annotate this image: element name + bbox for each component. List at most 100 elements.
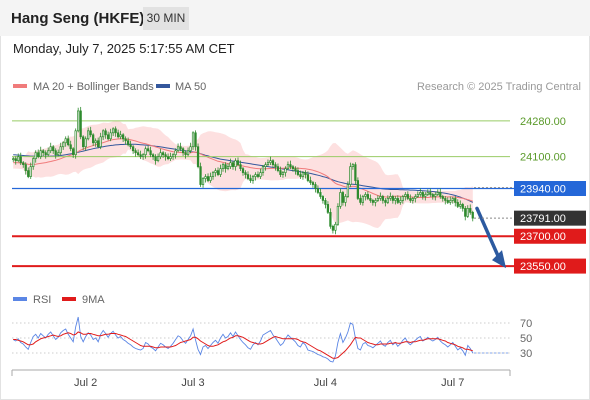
candle-body xyxy=(29,166,32,177)
candle-body xyxy=(19,156,22,163)
rsi-panel: 70 50 30 xyxy=(12,316,532,363)
ma50-swatch xyxy=(156,84,170,88)
legend-ma20: MA 20 + Bollinger Bands xyxy=(13,81,154,93)
candle-body xyxy=(356,180,359,199)
candle-body xyxy=(39,150,42,158)
level-label-24280.00: 24280.00 xyxy=(520,116,566,128)
candle-body xyxy=(456,202,459,207)
candle-body xyxy=(266,162,270,165)
candle-body xyxy=(181,148,185,154)
candle-body xyxy=(99,136,102,148)
candle-body xyxy=(264,164,267,167)
candle-body xyxy=(206,176,210,181)
candle-body xyxy=(84,138,87,148)
candle-body xyxy=(174,150,177,156)
moving-averages xyxy=(13,138,474,203)
candle-body xyxy=(289,164,292,167)
candle-body xyxy=(204,176,207,179)
candle-body xyxy=(461,204,464,209)
candle-body xyxy=(154,156,157,162)
candle-body xyxy=(67,138,70,146)
candle-body xyxy=(426,192,429,195)
candle-body xyxy=(134,150,137,154)
candle-body xyxy=(291,166,295,169)
rsi-tick-70: 70 xyxy=(520,318,532,330)
candle-body xyxy=(102,130,105,138)
candle-body xyxy=(191,132,195,148)
candle-body xyxy=(269,160,272,163)
candle-body xyxy=(171,154,175,158)
candle-body xyxy=(107,134,110,140)
candle-body xyxy=(359,198,362,203)
legend-rsi: RSI xyxy=(13,294,51,306)
candle-body xyxy=(309,180,312,183)
ma9-swatch xyxy=(62,297,76,301)
candle-body xyxy=(229,162,232,167)
candle-body xyxy=(214,170,217,173)
candle-body xyxy=(54,150,57,156)
candle-body xyxy=(234,160,237,167)
candle-body xyxy=(44,152,47,156)
candle-body xyxy=(176,146,180,152)
level-label-23940.00: 23940.00 xyxy=(520,184,566,196)
rsi-line xyxy=(12,316,474,363)
last-price-tag xyxy=(514,210,586,226)
candles xyxy=(12,106,474,235)
candle-body xyxy=(24,164,27,171)
candle-body xyxy=(189,146,192,152)
candle-body xyxy=(216,170,220,175)
level-tag-23550.00 xyxy=(514,258,586,274)
rsi-tick-30: 30 xyxy=(520,348,532,360)
candle-body xyxy=(396,198,399,203)
candle-body xyxy=(351,164,355,167)
candle-body xyxy=(89,130,92,136)
candle-body xyxy=(184,152,187,156)
candle-body xyxy=(404,194,407,197)
candle-body xyxy=(209,176,212,181)
candle-body xyxy=(296,170,300,175)
candle-body xyxy=(274,164,277,167)
forecast-arrow-shaft xyxy=(475,206,501,260)
candle-body xyxy=(22,162,25,165)
candle-body xyxy=(406,194,409,199)
rsi-tick-50: 50 xyxy=(520,333,532,345)
candle-body xyxy=(144,148,147,156)
candle-body xyxy=(399,200,402,203)
candle-body xyxy=(389,196,392,199)
candle-body xyxy=(411,198,414,201)
level-labels: 24280.00 24100.00 23940.00 23700.00 23550.00… xyxy=(474,116,586,274)
candle-body xyxy=(401,196,404,201)
candle-body xyxy=(319,192,322,197)
candle-body xyxy=(299,174,302,177)
candle-body xyxy=(369,198,372,201)
last-price-label: 23791.00 xyxy=(520,213,566,225)
candle-body xyxy=(434,194,437,197)
candle-body xyxy=(304,172,307,175)
level-tag-23940.00 xyxy=(514,181,586,197)
candle-body xyxy=(127,140,130,146)
candle-body xyxy=(439,192,442,197)
candle-body xyxy=(124,138,127,142)
header-bar: Hang Seng (HKFE) 30 MIN xyxy=(0,0,590,36)
ma9-legend-label: 9MA xyxy=(82,294,105,306)
timeframe-badge[interactable]: 30 MIN xyxy=(143,7,189,30)
ma50-line xyxy=(13,143,474,203)
candle-body xyxy=(199,166,202,185)
candle-body xyxy=(92,134,95,144)
candle-body xyxy=(276,166,280,171)
candle-body xyxy=(414,196,417,199)
candle-body xyxy=(49,146,52,152)
candle-body xyxy=(32,158,35,167)
candle-body xyxy=(211,172,215,177)
legend-ma50: MA 50 xyxy=(156,81,206,93)
candle-body xyxy=(201,178,205,185)
candle-body xyxy=(271,160,275,165)
candle-body xyxy=(221,164,225,169)
candle-body xyxy=(349,166,352,185)
candle-body xyxy=(14,158,17,162)
candle-body xyxy=(364,194,367,197)
candle-body xyxy=(339,192,342,207)
candle-body xyxy=(47,150,50,156)
candle-body xyxy=(361,196,364,203)
